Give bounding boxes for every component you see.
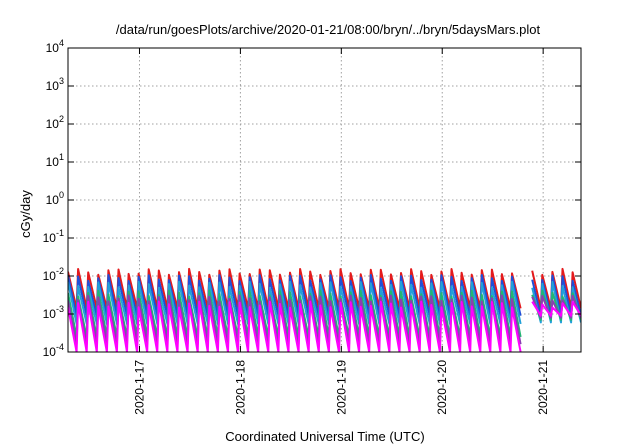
y-tick-label: 10-3 <box>43 304 64 321</box>
x-axis-label: Coordinated Universal Time (UTC) <box>225 429 424 444</box>
x-tick-label: 2020-1-19 <box>334 360 348 415</box>
y-tick-label: 103 <box>46 76 64 93</box>
axes: 10-4 10-3 10-2 10-1 100 101 102 103 104 2020-1-17… <box>43 38 582 415</box>
y-tick-label: 10-4 <box>43 342 64 359</box>
y-tick-label: 100 <box>46 190 64 207</box>
plot-frame <box>67 47 582 353</box>
y-tick-label: 102 <box>46 114 64 131</box>
chart-title: /data/run/goesPlots/archive/2020-01-21/0… <box>116 22 541 37</box>
y-tick-label: 10-2 <box>43 266 64 283</box>
y-tick-label: 101 <box>46 152 64 169</box>
x-tick-label: 2020-1-18 <box>233 360 247 415</box>
x-tick-label: 2020-1-17 <box>132 360 146 415</box>
x-tick-label: 2020-1-21 <box>536 360 550 415</box>
x-tick-label: 2020-1-20 <box>435 360 449 415</box>
y-axis-label: cGy/day <box>18 190 33 238</box>
y-tick-label: 10-1 <box>43 228 64 245</box>
y-tick-label: 104 <box>46 38 64 55</box>
series-layer <box>68 267 581 352</box>
series-line <box>68 300 581 352</box>
